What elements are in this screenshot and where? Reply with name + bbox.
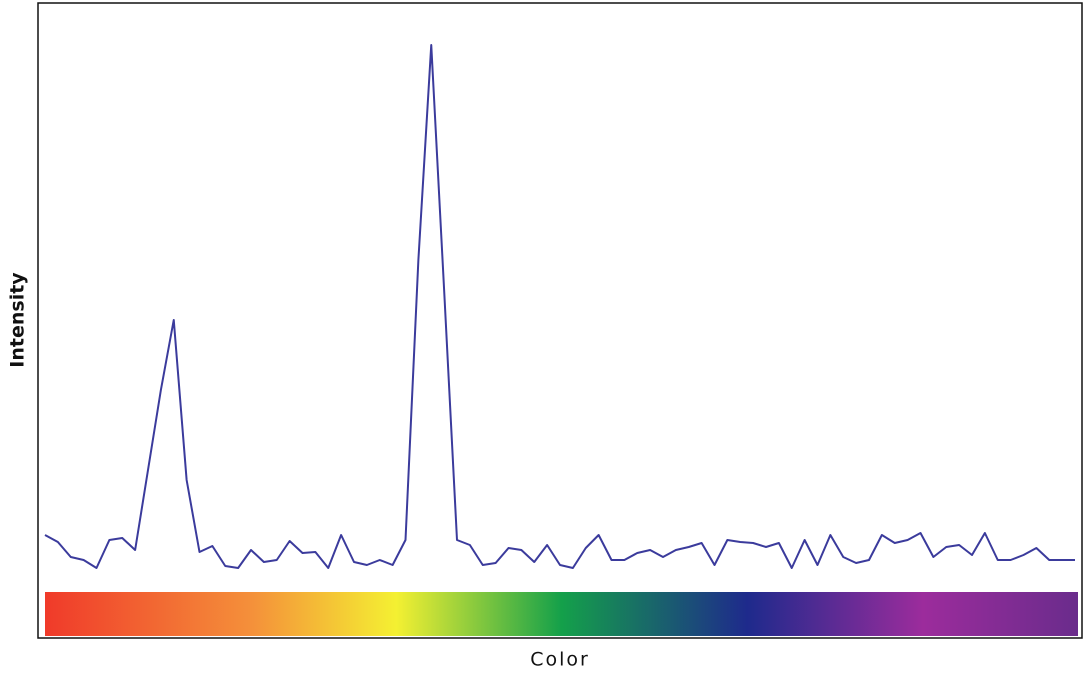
x-axis-label: Color (530, 649, 590, 671)
plot-frame (37, 2, 1083, 639)
color-bar (45, 592, 1078, 636)
y-axis-label: Intensity (7, 272, 29, 368)
intensity-line (44, 44, 1075, 569)
